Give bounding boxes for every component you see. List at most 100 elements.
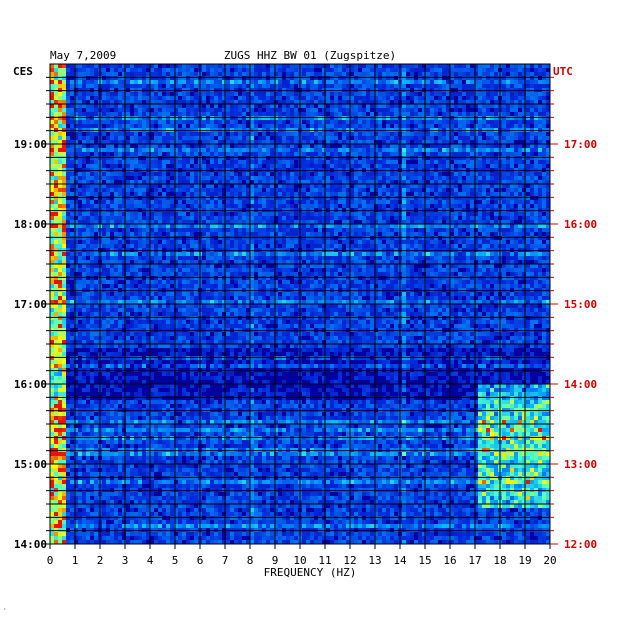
spectrogram-cell: [310, 96, 314, 100]
spectrogram-cell: [342, 80, 346, 84]
spectrogram-cell: [158, 116, 162, 120]
spectrogram-cell: [274, 76, 278, 80]
spectrogram-cell: [394, 172, 398, 176]
spectrogram-cell: [350, 212, 354, 216]
spectrogram-cell: [290, 120, 294, 124]
spectrogram-cell: [474, 224, 478, 228]
spectrogram-cell: [210, 228, 214, 232]
spectrogram-cell: [266, 84, 270, 88]
spectrogram-cell: [466, 172, 470, 176]
spectrogram-cell: [226, 88, 230, 92]
spectrogram-cell: [538, 112, 542, 116]
spectrogram-cell: [266, 88, 270, 92]
spectrogram-cell: [190, 156, 194, 160]
spectrogram-cell: [326, 148, 330, 152]
spectrogram-cell: [106, 216, 110, 220]
spectrogram-cell: [470, 76, 474, 80]
spectrogram-cell: [118, 96, 122, 100]
spectrogram-cell: [106, 160, 110, 164]
spectrogram-cell: [222, 236, 226, 240]
spectrogram-cell: [242, 188, 246, 192]
spectrogram-cell: [118, 196, 122, 200]
spectrogram-cell: [102, 200, 106, 204]
spectrogram-cell: [138, 172, 142, 176]
spectrogram-cell: [294, 208, 298, 212]
spectrogram-cell: [86, 104, 90, 108]
spectrogram-cell: [246, 76, 250, 80]
spectrogram-cell: [426, 84, 430, 88]
spectrogram-cell: [506, 152, 510, 156]
spectrogram-cell: [142, 136, 146, 140]
spectrogram-cell: [162, 204, 166, 208]
spectrogram-cell: [466, 176, 470, 180]
spectrogram-cell: [226, 152, 230, 156]
spectrogram-cell: [138, 124, 142, 128]
spectrogram-cell: [334, 68, 338, 72]
spectrogram-cell: [430, 200, 434, 204]
spectrogram-cell: [178, 232, 182, 236]
spectrogram-cell: [66, 136, 70, 140]
spectrogram-cell: [154, 64, 158, 68]
spectrogram-cell: [502, 232, 506, 236]
spectrogram-cell: [266, 172, 270, 176]
spectrogram-cell: [338, 172, 342, 176]
spectrogram-cell: [258, 140, 262, 144]
spectrogram-cell: [430, 112, 434, 116]
spectrogram-cell: [182, 64, 186, 68]
spectrogram-cell: [106, 92, 110, 96]
spectrogram-cell: [386, 164, 390, 168]
spectrogram-cell: [406, 128, 410, 132]
spectrogram-cell: [210, 192, 214, 196]
spectrogram-cell: [506, 136, 510, 140]
spectrogram-cell: [234, 216, 238, 220]
spectrogram-cell: [438, 92, 442, 96]
spectrogram-cell: [266, 200, 270, 204]
spectrogram-cell: [254, 168, 258, 172]
spectrogram-cell: [458, 76, 462, 80]
spectrogram-cell: [318, 208, 322, 212]
spectrogram-cell: [350, 116, 354, 120]
spectrogram-cell: [250, 120, 254, 124]
spectrogram-cell: [126, 212, 130, 216]
spectrogram-cell: [234, 232, 238, 236]
spectrogram-cell: [270, 208, 274, 212]
spectrogram-cell: [506, 80, 510, 84]
spectrogram-cell: [214, 228, 218, 232]
spectrogram-cell: [334, 216, 338, 220]
spectrogram-cell: [202, 116, 206, 120]
spectrogram-cell: [170, 108, 174, 112]
spectrogram-cell: [94, 168, 98, 172]
spectrogram-cell: [354, 228, 358, 232]
spectrogram-cell: [330, 116, 334, 120]
spectrogram-cell: [170, 140, 174, 144]
spectrogram-cell: [126, 220, 130, 224]
spectrogram-cell: [90, 200, 94, 204]
spectrogram-cell: [390, 84, 394, 88]
spectrogram-cell: [458, 120, 462, 124]
spectrogram-cell: [370, 216, 374, 220]
spectrogram-cell: [342, 168, 346, 172]
spectrogram-cell: [546, 208, 550, 212]
spectrogram-cell: [234, 236, 238, 240]
spectrogram-cell: [302, 68, 306, 72]
spectrogram-cell: [482, 204, 486, 208]
spectrogram-cell: [502, 140, 506, 144]
spectrogram-cell: [214, 232, 218, 236]
spectrogram-cell: [134, 140, 138, 144]
spectrogram-cell: [314, 156, 318, 160]
spectrogram-cell: [522, 232, 526, 236]
spectrogram-cell: [146, 64, 150, 68]
spectrogram-cell: [222, 144, 226, 148]
spectrogram-cell: [138, 84, 142, 88]
spectrogram-cell: [150, 192, 154, 196]
spectrogram-cell: [150, 220, 154, 224]
spectrogram-cell: [246, 140, 250, 144]
spectrogram-cell: [94, 108, 98, 112]
spectrogram-cell: [522, 180, 526, 184]
spectrogram-cell: [494, 216, 498, 220]
spectrogram-cell: [238, 96, 242, 100]
spectrogram-cell: [330, 80, 334, 84]
spectrogram-cell: [246, 216, 250, 220]
spectrogram-cell: [294, 176, 298, 180]
spectrogram-cell: [478, 172, 482, 176]
